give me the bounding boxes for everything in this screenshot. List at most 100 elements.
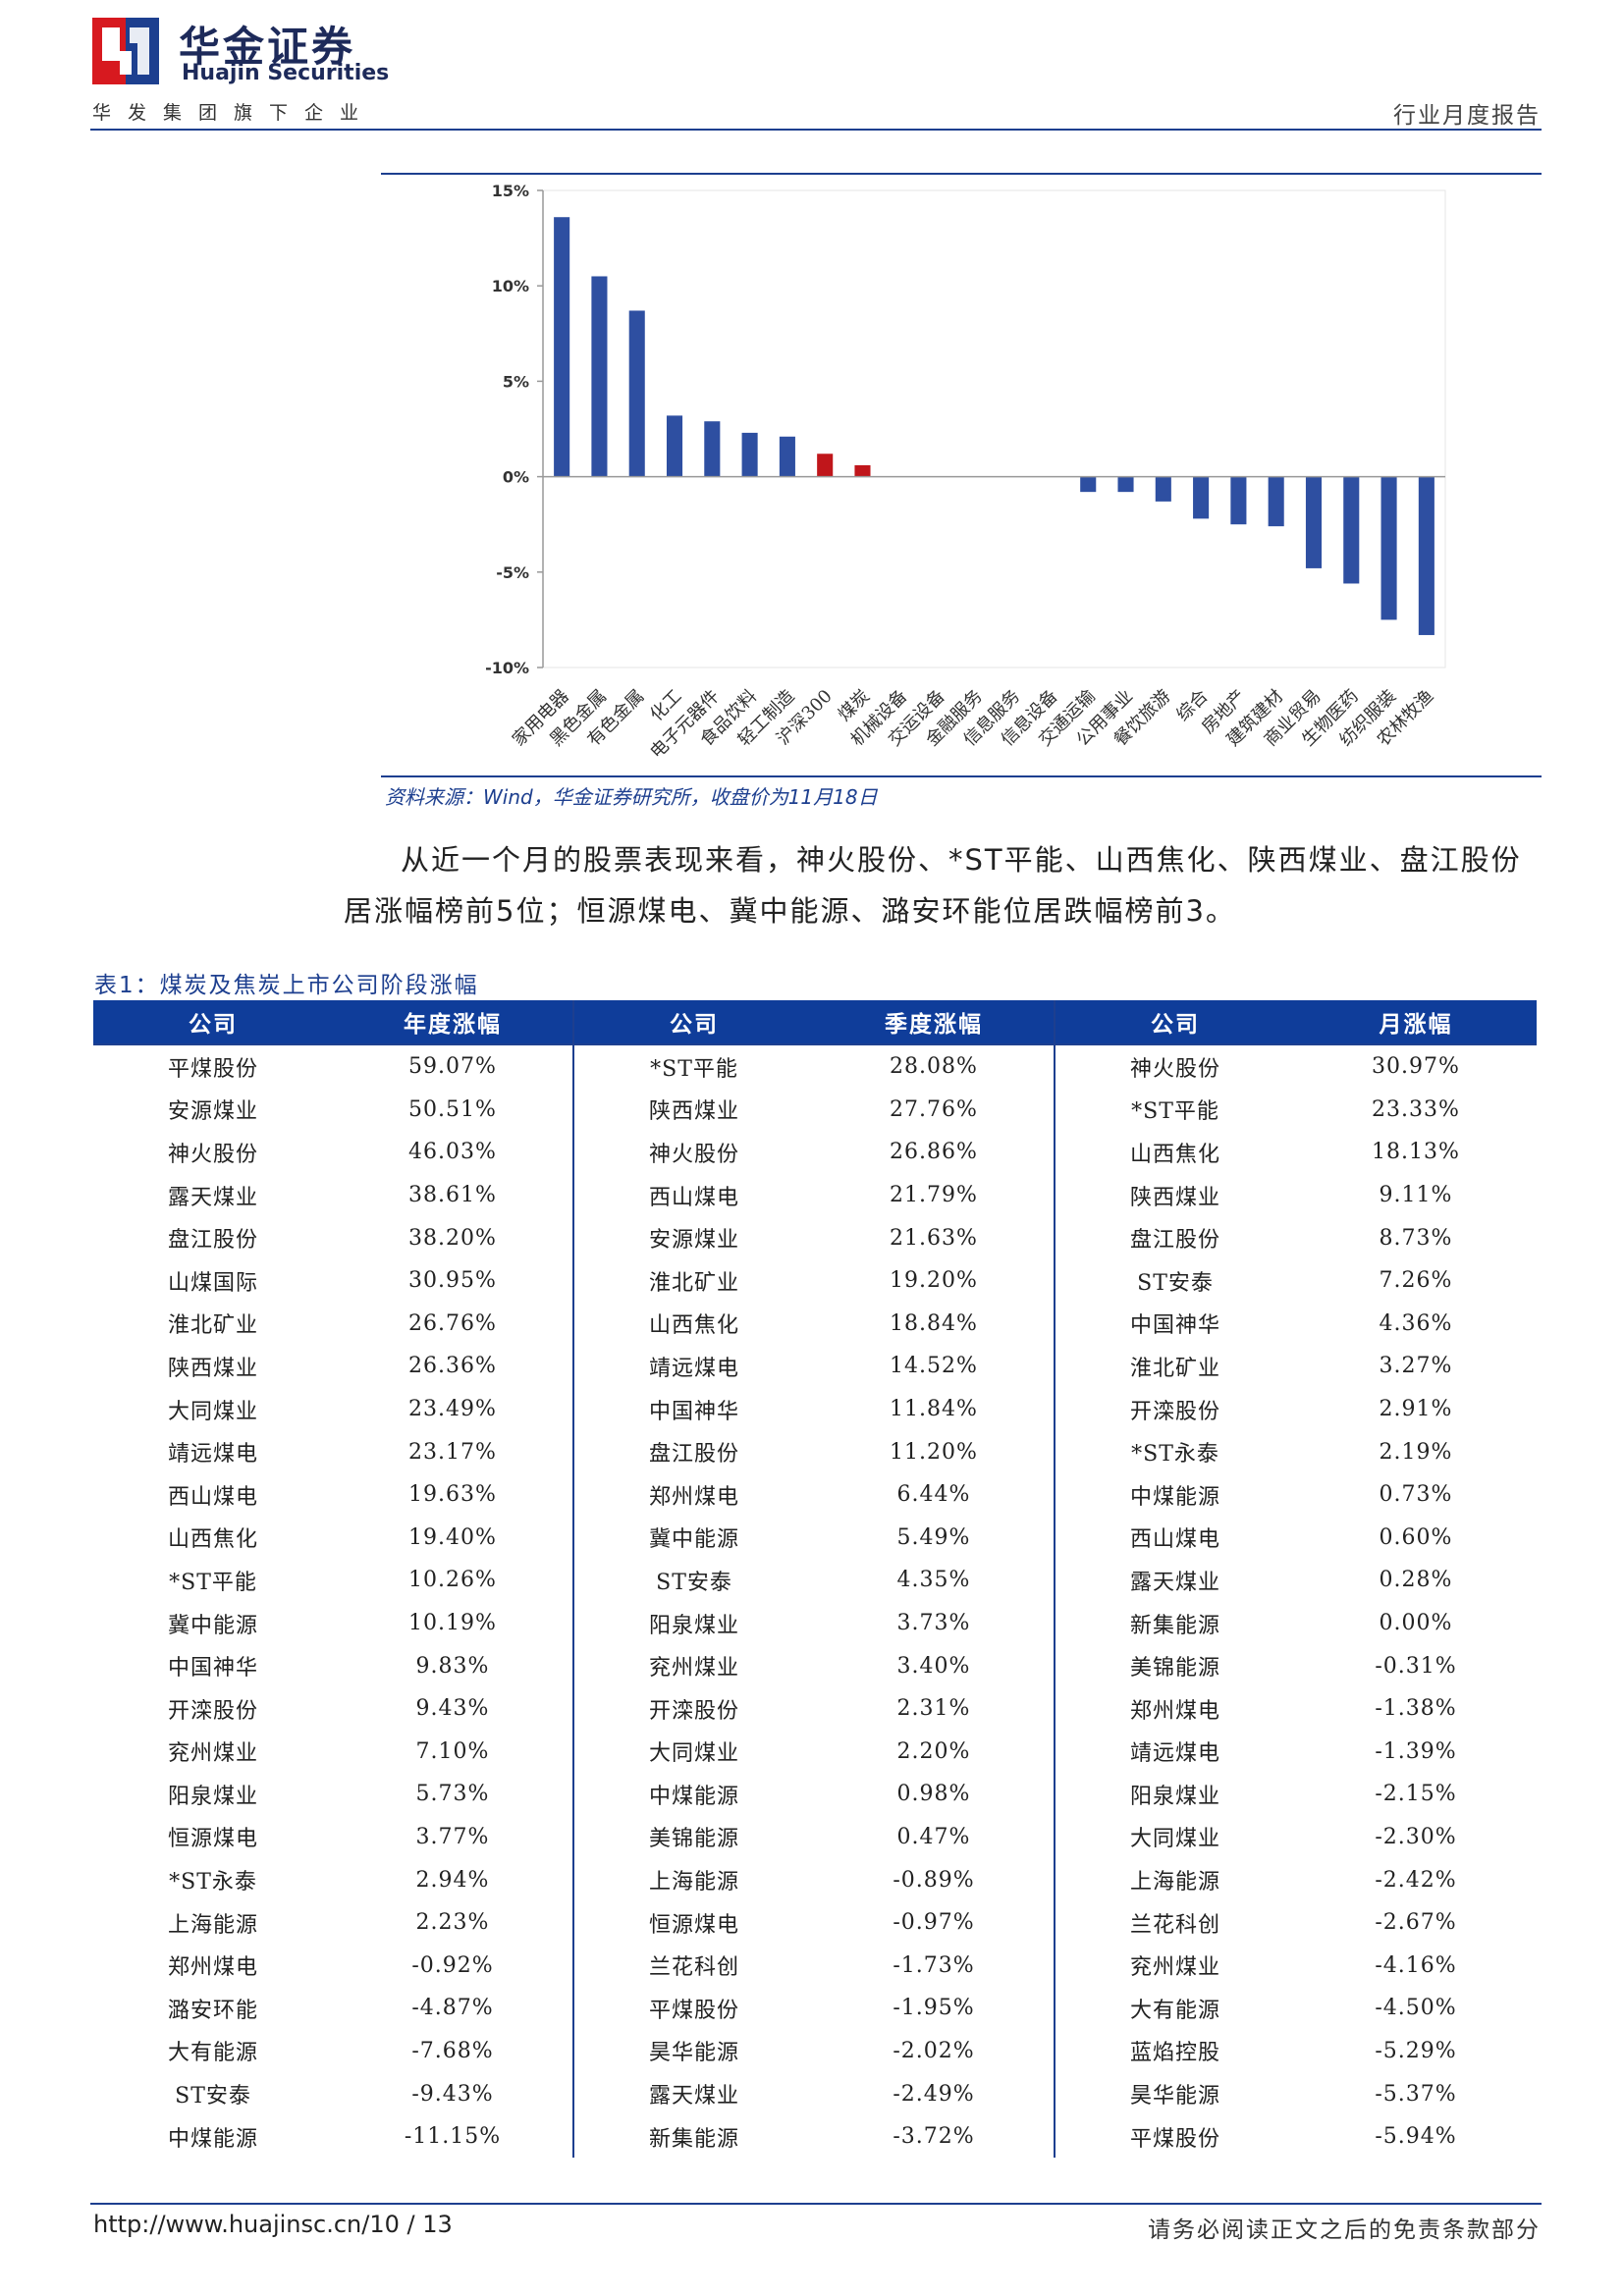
change-cell: 3.40% [896, 1653, 971, 1679]
company-cell: 冀中能源 [167, 1613, 258, 1638]
change-cell: 10.26% [408, 1568, 497, 1593]
company-cell: 中煤能源 [572, 1773, 814, 1816]
company-cell: 大同煤业 [167, 1399, 258, 1424]
change-cell: -7.68% [411, 2038, 494, 2063]
table-row: ST安泰 -9.43% 露天煤业 -2.49% 昊华能源 -5.37% [93, 2072, 1537, 2115]
bar [1193, 476, 1210, 519]
table-row: 盘江股份 38.20% 安源煤业 21.63% 盘江股份 8.73% [93, 1216, 1537, 1259]
change-cell: 11.20% [890, 1439, 978, 1465]
company-cell: 神火股份 [572, 1131, 814, 1174]
company-cell: 陕西煤业 [167, 1356, 258, 1381]
company-cell: 阳泉煤业 [1054, 1773, 1295, 1816]
change-cell: -9.43% [411, 2081, 494, 2107]
bar [1343, 476, 1360, 584]
company-cell: 盘江股份 [167, 1228, 258, 1254]
table-row: 恒源煤电 3.77% 美锦能源 0.47% 大同煤业 -2.30% [93, 1815, 1537, 1859]
brand-name-en: Huajin Securities [182, 61, 390, 85]
company-cell: 蓝焰控股 [1054, 2029, 1295, 2073]
y-tick-label: -5% [496, 563, 529, 582]
bar [1155, 476, 1171, 502]
change-cell: 4.35% [896, 1568, 971, 1593]
company-cell: *ST平能 [572, 1044, 814, 1089]
change-cell: 5.73% [415, 1782, 490, 1807]
table-row: 神火股份 46.03% 神火股份 26.86% 山西焦化 18.13% [93, 1131, 1537, 1174]
table-row: 安源煤业 50.51% 陕西煤业 27.76% *ST平能 23.33% [93, 1088, 1537, 1132]
bar [854, 464, 871, 477]
company-cell: ST安泰 [175, 2084, 251, 2109]
header-annual-change: 年度涨幅 [333, 1000, 573, 1044]
bar [628, 310, 645, 477]
company-cell: 平煤股份 [1054, 2114, 1295, 2159]
header-divider [90, 129, 1542, 131]
company-cell: 陕西煤业 [1054, 1173, 1295, 1217]
company-cell: 兰花科创 [1054, 1900, 1295, 1945]
change-cell: 0.47% [896, 1824, 971, 1849]
change-cell: 2.23% [415, 1910, 490, 1936]
bar [591, 276, 608, 477]
change-cell: 0.28% [1379, 1568, 1453, 1593]
company-cell: 大有能源 [167, 2041, 258, 2066]
company-cell: 开滦股份 [167, 1698, 258, 1724]
change-cell: 10.19% [408, 1611, 497, 1636]
change-cell: 6.44% [896, 1482, 971, 1508]
company-cell: 阳泉煤业 [167, 1784, 258, 1809]
company-cell: 淮北矿业 [572, 1258, 814, 1303]
change-cell: -5.37% [1375, 2081, 1457, 2107]
change-cell: -0.31% [1375, 1653, 1457, 1679]
change-cell: 26.76% [408, 1310, 497, 1336]
company-cell: 安源煤业 [167, 1099, 258, 1125]
company-cell: 新集能源 [1054, 1601, 1295, 1645]
change-cell: -5.29% [1375, 2038, 1457, 2063]
bar [554, 217, 570, 477]
company-cell: 大同煤业 [572, 1730, 814, 1774]
table-row: 上海能源 2.23% 恒源煤电 -0.97% 兰花科创 -2.67% [93, 1900, 1537, 1945]
bar [1305, 476, 1323, 568]
table-row: 中国神华 9.83% 兖州煤业 3.40% 美锦能源 -0.31% [93, 1644, 1537, 1687]
company-cell: 恒源煤电 [572, 1900, 814, 1945]
table-row: 山煤国际 30.95% 淮北矿业 19.20% ST安泰 7.26% [93, 1258, 1537, 1303]
header-monthly-change: 月涨幅 [1295, 1000, 1537, 1044]
chart-bottom-divider [381, 775, 1542, 777]
table-row: 大有能源 -7.68% 昊华能源 -2.02% 蓝焰控股 -5.29% [93, 2029, 1537, 2073]
header-company: 公司 [93, 1000, 333, 1044]
company-cell: 盘江股份 [572, 1430, 814, 1473]
company-cell: 山西焦化 [167, 1527, 258, 1553]
change-cell: 4.36% [1379, 1310, 1453, 1336]
change-cell: -5.94% [1375, 2124, 1457, 2150]
change-cell: -2.30% [1375, 1824, 1457, 1849]
company-cell: 山西焦化 [1054, 1131, 1295, 1174]
company-cell: 美锦能源 [1054, 1644, 1295, 1687]
company-cell: 开滦股份 [1054, 1387, 1295, 1431]
change-cell: 50.51% [408, 1096, 497, 1122]
company-cell: 冀中能源 [572, 1516, 814, 1560]
bar [1117, 476, 1134, 493]
change-cell: -1.38% [1375, 1696, 1457, 1722]
company-cell: 陕西煤业 [572, 1088, 814, 1132]
bar [779, 436, 795, 477]
company-cell: 上海能源 [572, 1858, 814, 1901]
table-row: *ST永泰 2.94% 上海能源 -0.89% 上海能源 -2.42% [93, 1858, 1537, 1901]
company-cell: 昊华能源 [1054, 2072, 1295, 2115]
company-cell: 靖远煤电 [572, 1345, 814, 1388]
footer-disclaimer: 请务必阅读正文之后的免责条款部分 [1148, 2217, 1541, 2243]
change-cell: 30.97% [1372, 1054, 1460, 1080]
change-cell: 3.73% [896, 1611, 971, 1636]
change-cell: -11.15% [404, 2124, 502, 2150]
bar [817, 454, 834, 477]
company-cell: 上海能源 [1054, 1858, 1295, 1901]
change-cell: -1.73% [893, 1952, 975, 1978]
coal-stock-returns-table: 公司 年度涨幅 公司 季度涨幅 公司 月涨幅 平煤股份 59.07% *ST平能 28… [93, 1000, 1537, 2159]
change-cell: 59.07% [408, 1054, 497, 1080]
chart-top-divider [381, 173, 1542, 175]
header-quarterly-change: 季度涨幅 [814, 1000, 1055, 1044]
table-row: *ST平能 10.26% ST安泰 4.35% 露天煤业 0.28% [93, 1559, 1537, 1602]
bar [1268, 476, 1284, 527]
change-cell: 9.83% [415, 1653, 490, 1679]
change-cell: 19.20% [890, 1268, 978, 1294]
company-cell: 靖远煤电 [167, 1442, 258, 1468]
bar [1418, 476, 1435, 635]
change-cell: 21.79% [890, 1183, 978, 1208]
company-cell: 中煤能源 [167, 2126, 258, 2152]
change-cell: -2.15% [1375, 1782, 1457, 1807]
change-cell: 18.84% [890, 1310, 978, 1336]
